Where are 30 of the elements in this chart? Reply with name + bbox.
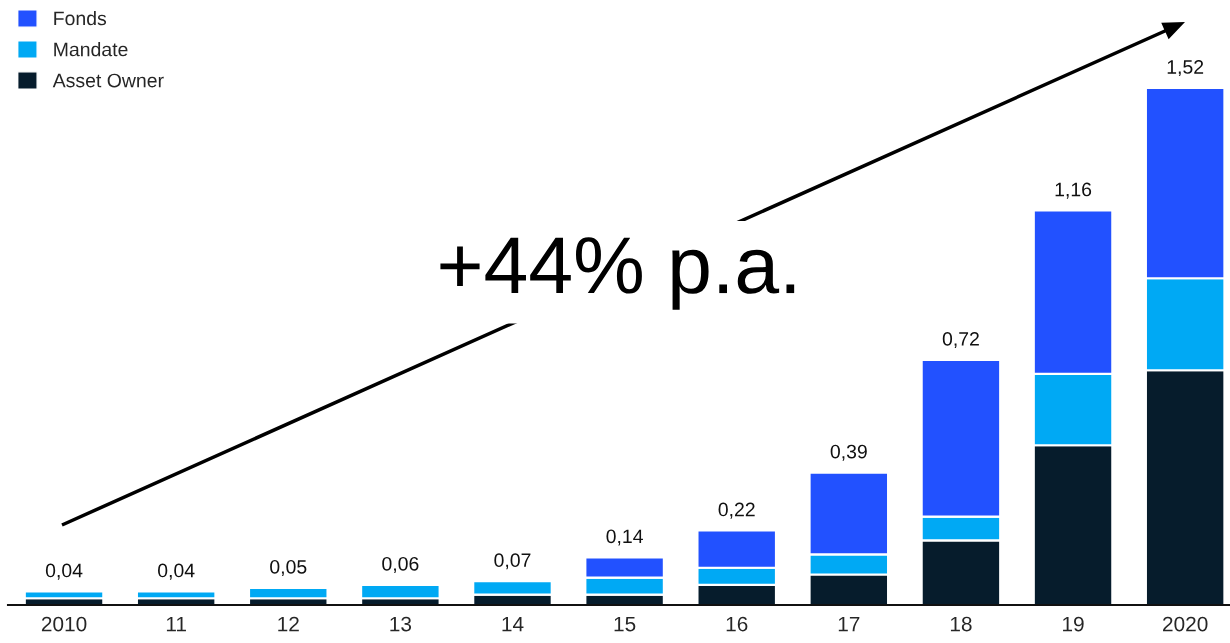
x-tick-label: 12 <box>278 616 299 632</box>
bar <box>360 583 441 600</box>
legend-label: Fonds <box>54 10 107 26</box>
annotation: 0,14 <box>606 529 643 546</box>
x-tick-label: 15 <box>614 616 636 632</box>
bar <box>247 586 329 600</box>
annotation: 0,05 <box>270 559 307 577</box>
x-tick-label: 17 <box>838 616 860 632</box>
x-tick-label: 14 <box>502 616 524 632</box>
annotation: 1,52 <box>1167 60 1204 77</box>
annotation: 1,16 <box>1055 182 1092 199</box>
x-tick-label: 18 <box>950 616 972 632</box>
annotation: 0,04 <box>158 563 195 580</box>
x-tick-label: 2010 <box>41 616 87 632</box>
legend-label: Mandate <box>54 42 128 57</box>
annotation: 0,22 <box>718 502 755 519</box>
x-tick-label: 13 <box>390 616 412 632</box>
legend-label: Asset Owner <box>52 73 164 88</box>
annotation: 0,04 <box>45 563 83 580</box>
x-tick-label: 11 <box>166 616 186 632</box>
x-tick-label: 19 <box>1063 616 1084 632</box>
annotation: +44% p.a. <box>440 237 795 310</box>
bar <box>23 590 105 600</box>
annotation: 0,07 <box>494 553 531 570</box>
x-tick-label: 16 <box>726 616 748 632</box>
annotation: 0,39 <box>830 444 867 461</box>
bar <box>135 590 217 600</box>
annotation: 0,72 <box>942 331 979 349</box>
x-tick-label: 2020 <box>1163 616 1208 632</box>
annotation: 0,06 <box>382 556 419 573</box>
